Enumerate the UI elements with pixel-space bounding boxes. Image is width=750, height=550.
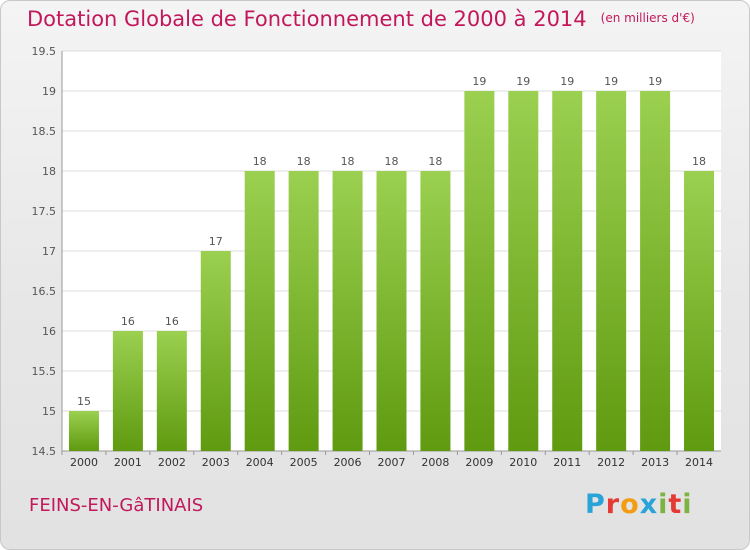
logo-letter: P: [585, 489, 606, 520]
logo-letter: i: [658, 489, 669, 520]
logo-letter: t: [668, 489, 683, 520]
y-tick-label: 15.5: [32, 365, 57, 378]
y-tick-label: 16: [42, 325, 56, 338]
x-tick-label: 2010: [509, 456, 537, 469]
chart-unit: (en milliers d'€): [600, 11, 695, 25]
data-label-2004: 18: [253, 155, 267, 168]
chart-title-text: Dotation Globale de Fonctionnement de 20…: [27, 7, 587, 31]
data-label-2010: 19: [516, 75, 530, 88]
x-tick-label: 2006: [334, 456, 362, 469]
y-tick-label: 19: [42, 85, 56, 98]
data-label-2012: 19: [604, 75, 618, 88]
y-tick-label: 14.5: [32, 445, 57, 458]
bar-2009: [464, 91, 495, 451]
proxiti-logo: Proxiti: [585, 489, 693, 520]
commune-name: FEINS-EN-GâTINAIS: [29, 495, 204, 516]
x-tick-label: 2011: [553, 456, 581, 469]
y-tick-label: 15: [42, 405, 56, 418]
x-tick-label: 2002: [158, 456, 186, 469]
bar-2012: [596, 91, 627, 451]
y-tick-label: 16.5: [32, 285, 57, 298]
bar-2005: [288, 171, 319, 451]
y-tick-label: 19.5: [32, 45, 57, 58]
data-label-2008: 18: [428, 155, 442, 168]
bar-2007: [376, 171, 407, 451]
data-label-2002: 16: [165, 315, 179, 328]
data-label-2003: 17: [209, 235, 223, 248]
data-label-2014: 18: [692, 155, 706, 168]
logo-letter: x: [639, 489, 659, 520]
data-label-2009: 19: [472, 75, 486, 88]
y-tick-label: 18.5: [32, 125, 57, 138]
bar-2006: [332, 171, 363, 451]
bar-2004: [244, 171, 275, 451]
bar-2013: [640, 91, 671, 451]
x-tick-label: 2013: [641, 456, 669, 469]
x-tick-label: 2004: [246, 456, 274, 469]
chart-title: Dotation Globale de Fonctionnement de 20…: [27, 7, 695, 31]
x-tick-label: 2000: [70, 456, 98, 469]
bar-2008: [420, 171, 451, 451]
data-label-2005: 18: [297, 155, 311, 168]
y-tick-label: 17.5: [32, 205, 57, 218]
logo-letter: i: [682, 489, 693, 520]
bar-2010: [508, 91, 539, 451]
data-label-2000: 15: [77, 395, 91, 408]
data-label-2006: 18: [341, 155, 355, 168]
data-label-2011: 19: [560, 75, 574, 88]
y-tick-label: 18: [42, 165, 56, 178]
data-label-2007: 18: [385, 155, 399, 168]
bar-2002: [156, 331, 187, 451]
bar-2011: [552, 91, 583, 451]
x-tick-label: 2003: [202, 456, 230, 469]
x-tick-label: 2005: [290, 456, 318, 469]
data-label-2013: 19: [648, 75, 662, 88]
x-tick-label: 2001: [114, 456, 142, 469]
data-label-2001: 16: [121, 315, 135, 328]
logo-letter: r: [605, 489, 621, 520]
x-tick-label: 2014: [685, 456, 713, 469]
y-tick-label: 17: [42, 245, 56, 258]
bar-2014: [684, 171, 715, 451]
logo-letter: o: [620, 489, 640, 520]
bar-2001: [112, 331, 143, 451]
x-tick-label: 2012: [597, 456, 625, 469]
x-tick-label: 2009: [465, 456, 493, 469]
bar-2003: [200, 251, 231, 451]
x-tick-label: 2007: [378, 456, 406, 469]
x-tick-label: 2008: [421, 456, 449, 469]
data-labels: 15 16 16 17 18 18 18 18 18 19 19 19 19 19 18: [77, 75, 706, 408]
bar-2000: [68, 411, 99, 451]
bars: [68, 91, 715, 451]
